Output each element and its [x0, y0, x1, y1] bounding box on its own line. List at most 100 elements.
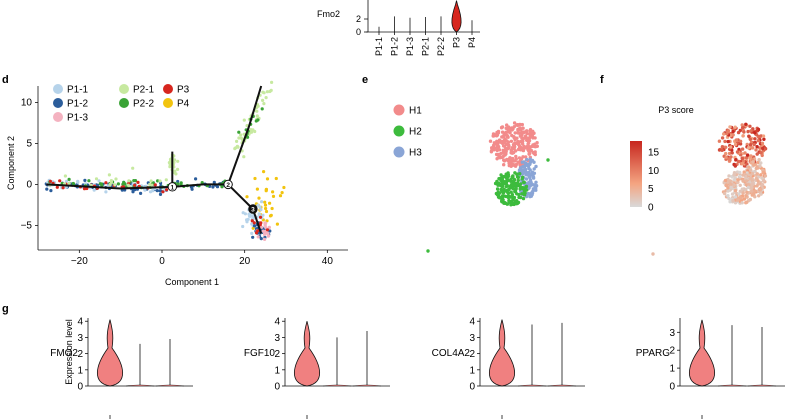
f-point	[762, 137, 766, 141]
f-point	[733, 164, 737, 168]
d-trajectory-node	[223, 179, 233, 190]
e-point-H3	[530, 170, 535, 174]
d-point-P4	[264, 188, 268, 192]
d-point-P2-2	[116, 182, 120, 186]
e-point-H2	[511, 186, 515, 190]
g-ytick-label: 2	[77, 349, 83, 360]
f-point	[731, 133, 735, 137]
e-point-H2	[520, 185, 524, 190]
e-point-H1	[516, 128, 520, 132]
f-point	[724, 151, 728, 156]
f-point	[728, 200, 732, 204]
d-point-P2-1	[235, 139, 239, 143]
f-point	[746, 185, 750, 190]
d-ylabel: Component 2	[6, 136, 16, 190]
e-point-H2	[513, 171, 517, 175]
f-point	[759, 192, 763, 196]
f-point	[723, 178, 728, 183]
d-point-P3	[61, 186, 65, 190]
d-point-P3	[259, 221, 263, 225]
d-legend-label: P1-2	[67, 99, 89, 110]
d-point-P2-1	[264, 96, 268, 100]
g-violin-base	[547, 384, 577, 387]
d-point-P2-1	[114, 177, 118, 181]
f-point	[727, 151, 732, 156]
g-violin-base	[717, 384, 747, 387]
f-point	[759, 151, 763, 155]
d-point-P4	[264, 206, 268, 211]
f-point	[759, 161, 763, 165]
d-point-P2-2	[98, 182, 102, 186]
d-point-P2-1	[109, 179, 113, 183]
d-point-P1-1	[76, 180, 80, 184]
g-violin-base	[125, 384, 155, 387]
e-point-H3	[521, 170, 526, 175]
panel-label-f: f	[600, 74, 604, 86]
e-point-H1	[531, 143, 535, 147]
f-point	[753, 189, 757, 193]
d-point-P1-1	[241, 224, 245, 229]
d-legend-label: P2-1	[133, 85, 155, 96]
top-violin-P3	[451, 0, 462, 33]
d-point-P2-1	[239, 133, 243, 137]
d-trajectory-node-label: 1	[171, 184, 175, 191]
f-point	[727, 174, 731, 178]
f-point	[762, 178, 766, 183]
e-point-H2	[502, 187, 506, 191]
f-point	[761, 134, 766, 138]
d-point-P2-1	[172, 171, 176, 175]
d-point-P2-2	[121, 182, 125, 186]
d-point-P4	[282, 185, 286, 190]
f-title: P3 score	[658, 105, 694, 115]
d-point-P2-2	[237, 130, 241, 134]
f-point	[738, 189, 742, 193]
f-point	[741, 173, 745, 177]
d-point-P1-1	[97, 179, 101, 183]
g-violin-base	[322, 384, 352, 387]
e-point-H1	[515, 136, 519, 140]
d-point-P1-3	[263, 223, 267, 227]
f-point	[717, 148, 722, 152]
g-ytick-label: 3	[669, 328, 675, 339]
e-point-H1	[491, 143, 496, 148]
e-point-H2	[506, 195, 510, 199]
d-legend-label: P2-2	[133, 99, 155, 110]
d-point-P4	[255, 187, 259, 191]
d-point-P1-2	[190, 187, 194, 191]
e-point-H1	[508, 163, 513, 167]
d-point-P1-3	[263, 237, 267, 241]
f-point	[757, 158, 761, 162]
panel-d: 1 2 3 −20 0 20 40 −5 0 5 10 Component 2 Component…	[6, 80, 348, 287]
e-point-H1	[525, 129, 529, 133]
e-point-H2	[502, 194, 506, 198]
f-point	[742, 197, 747, 201]
d-trajectory-segment	[172, 183, 229, 188]
f-point	[745, 162, 749, 166]
f-point	[739, 196, 743, 200]
f-point	[728, 179, 732, 183]
e-point-H2	[520, 177, 524, 181]
e-point-H1	[516, 139, 520, 144]
d-point-P4	[265, 177, 270, 181]
d-point-P1-1	[246, 217, 250, 221]
d-point-P2-2	[151, 181, 155, 185]
e-point-H1	[492, 141, 496, 145]
d-point-P1-1	[248, 214, 252, 218]
f-point	[748, 137, 752, 141]
e-point-H2	[516, 178, 520, 183]
g-violin-FGF10: FGF10 0 1 2 3 4	[244, 317, 390, 419]
f-point	[757, 134, 762, 139]
e-point-H2	[520, 192, 524, 196]
e-point-H2	[513, 189, 518, 193]
e-point-H2	[516, 175, 520, 180]
e-point-H3	[526, 191, 530, 196]
f-point	[752, 142, 756, 147]
panel-e: H1 H2 H3	[393, 104, 550, 253]
d-trajectory-segment	[227, 183, 254, 210]
d-point-P3	[265, 228, 270, 232]
d-point-P4	[262, 170, 266, 174]
f-point	[732, 184, 736, 188]
f-point	[755, 129, 759, 133]
f-point	[754, 148, 758, 152]
